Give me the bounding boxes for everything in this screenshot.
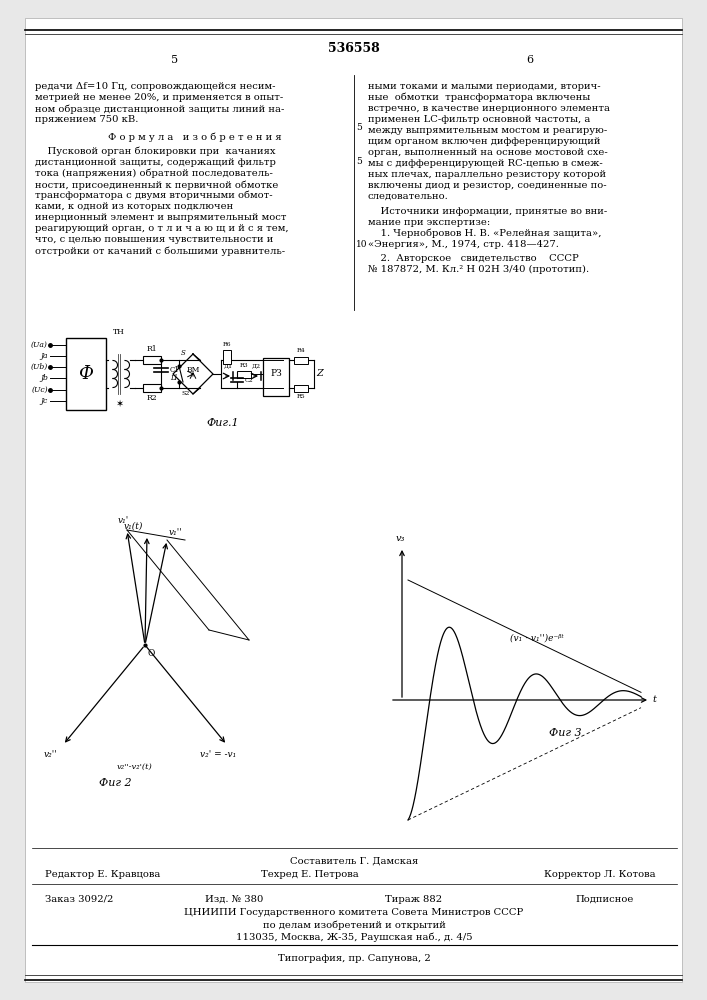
Text: Тираж 882: Тираж 882 [385,895,442,904]
Text: Изд. № 380: Изд. № 380 [205,895,264,904]
Bar [143,356,161,364]
Text: (Ub): (Ub) [30,363,48,371]
Text: v₂' = -v₁: v₂' = -v₁ [200,750,236,759]
Text: Составитель Г. Дамская: Составитель Г. Дамская [290,857,418,866]
Text: S: S [181,349,186,357]
Text: Д1: Д1 [223,363,233,368]
Text: что, с целью повышения чувствительности и: что, с целью повышения чувствительности … [35,235,274,244]
Text: C1: C1 [170,366,180,374]
Text: 113035, Москва, Ж-35, Раушская наб., д. 4/5: 113035, Москва, Ж-35, Раушская наб., д. … [235,932,472,942]
Bar [294,357,308,364]
Text: Ф: Ф [78,365,93,383]
Text: пряжением 750 кВ.: пряжением 750 кВ. [35,115,139,124]
Text: мание при экспертизе:: мание при экспертизе: [368,218,490,227]
Text: Jb: Jb [40,374,48,382]
Text: ками, к одной из которых подключен: ками, к одной из которых подключен [35,202,233,211]
Text: 5: 5 [356,123,362,132]
Text: орган, выполненный на основе мостовой схе-: орган, выполненный на основе мостовой сх… [368,148,608,157]
Text: Jc: Jc [41,397,48,405]
Text: v₁': v₁' [117,516,129,525]
Text: ✶: ✶ [115,399,123,409]
Text: (Uc): (Uc) [31,386,48,394]
Bar [263,358,289,396]
Text: № 187872, М. Кл.² Н 02Н 3/40 (прототип).: № 187872, М. Кл.² Н 02Н 3/40 (прототип). [368,265,589,274]
Text: R1: R1 [146,345,158,353]
Text: метрией не менее 20%, и применяется в опыт-: метрией не менее 20%, и применяется в оп… [35,93,284,102]
Text: следовательно.: следовательно. [368,192,449,201]
Text: v₂''-v₂'(t): v₂''-v₂'(t) [117,763,153,771]
Text: по делам изобретений и открытий: по делам изобретений и открытий [262,920,445,930]
Text: Z: Z [316,369,323,378]
Text: Фиг 3: Фиг 3 [549,728,581,738]
Text: Д2: Д2 [252,363,261,368]
Text: t: t [652,696,656,704]
Text: Фиг 2: Фиг 2 [99,778,132,788]
Text: C2: C2 [245,377,254,382]
Text: R2: R2 [146,394,158,402]
Text: отстройки от качаний с большими уравнитель-: отстройки от качаний с большими уравните… [35,246,285,255]
Text: ными токами и малыми периодами, вторич-: ными токами и малыми периодами, вторич- [368,82,601,91]
Bar [294,385,308,392]
Text: 536558: 536558 [328,41,380,54]
Text: Редактор Е. Кравцова: Редактор Е. Кравцова [45,870,160,879]
Text: редачи Δf=10 Гц, сопровождающейся несим-: редачи Δf=10 Гц, сопровождающейся несим- [35,82,276,91]
Text: щим органом включен дифференцирующий: щим органом включен дифференцирующий [368,137,600,146]
Text: 5: 5 [171,55,179,65]
Text: (Uа): (Uа) [31,341,48,349]
Text: встречно, в качестве инерционного элемента: встречно, в качестве инерционного элемен… [368,104,610,113]
Text: Ll: Ll [170,374,177,382]
Text: R6: R6 [223,342,231,347]
Text: v₁(t): v₁(t) [124,522,143,531]
Text: v₃: v₃ [395,534,404,543]
Text: Типография, пр. Сапунова, 2: Типография, пр. Сапунова, 2 [278,954,431,963]
Text: v₂'': v₂'' [43,750,57,759]
Text: Техред Е. Петрова: Техред Е. Петрова [261,870,359,879]
Text: 2.  Авторское   свидетельство    СССР: 2. Авторское свидетельство СССР [368,254,579,263]
Text: мы с дифференцирующей RC-цепью в смеж-: мы с дифференцирующей RC-цепью в смеж- [368,159,603,168]
Text: Ф о р м у л а   и з о б р е т е н и я: Ф о р м у л а и з о б р е т е н и я [107,133,281,142]
Text: инерционный элемент и выпрямительный мост: инерционный элемент и выпрямительный мос… [35,213,286,222]
Text: реагирующий орган, о т л и ч а ю щ и й с я тем,: реагирующий орган, о т л и ч а ю щ и й с… [35,224,288,233]
Text: O: O [148,649,156,658]
Text: (v₁ · v₁'')e⁻ᵝᵗ: (v₁ · v₁'')e⁻ᵝᵗ [510,634,563,643]
Text: между выпрямительным мостом и реагирую-: между выпрямительным мостом и реагирую- [368,126,607,135]
Text: Корректор Л. Котова: Корректор Л. Котова [544,870,656,879]
Text: 1. Чернобровов Н. В. «Релейная защита»,: 1. Чернобровов Н. В. «Релейная защита», [368,229,602,238]
Text: v₁'': v₁'' [169,528,182,537]
Text: Jа: Jа [40,352,48,360]
Text: 6: 6 [527,55,534,65]
Text: Подписное: Подписное [575,895,633,904]
Bar [237,371,251,378]
Text: РЗ: РЗ [270,369,282,378]
Bar [223,350,231,364]
Text: ном образце дистанционной защиты линий на-: ном образце дистанционной защиты линий н… [35,104,284,113]
Text: R3: R3 [240,363,248,368]
Text: Фиг.1: Фиг.1 [206,418,239,428]
Bar [66,338,106,410]
Bar [143,384,161,392]
Text: тока (напряжения) обратной последователь-: тока (напряжения) обратной последователь… [35,169,273,178]
Text: «Энергия», М., 1974, стр. 418—427.: «Энергия», М., 1974, стр. 418—427. [368,240,559,249]
Text: R5: R5 [297,394,305,399]
Text: TH: TH [113,328,125,336]
Text: Заказ 3092/2: Заказ 3092/2 [45,895,113,904]
Text: R4: R4 [297,348,305,353]
Text: применен LC-фильтр основной частоты, а: применен LC-фильтр основной частоты, а [368,115,590,124]
Text: ных плечах, параллельно резистору которой: ных плечах, параллельно резистору которо… [368,170,606,179]
Text: включены диод и резистор, соединенные по-: включены диод и резистор, соединенные по… [368,181,607,190]
Text: 10: 10 [356,240,368,249]
Text: Источники информации, принятые во вни-: Источники информации, принятые во вни- [368,207,607,216]
Text: ности, присоединенный к первичной обмотке: ности, присоединенный к первичной обмотк… [35,180,279,190]
Text: ЦНИИПИ Государственного комитета Совета Министров СССР: ЦНИИПИ Государственного комитета Совета … [185,908,524,917]
Text: ВМ: ВМ [187,366,199,374]
Text: 5: 5 [356,157,362,166]
Text: S2: S2 [181,391,189,396]
Text: Пусковой орган блокировки при  качаниях: Пусковой орган блокировки при качаниях [35,147,276,156]
Text: дистанционной защиты, содержащий фильтр: дистанционной защиты, содержащий фильтр [35,158,276,167]
Text: ные  обмотки  трансформатора включены: ные обмотки трансформатора включены [368,93,590,103]
Text: трансформатора с двумя вторичными обмот-: трансформатора с двумя вторичными обмот- [35,191,273,200]
